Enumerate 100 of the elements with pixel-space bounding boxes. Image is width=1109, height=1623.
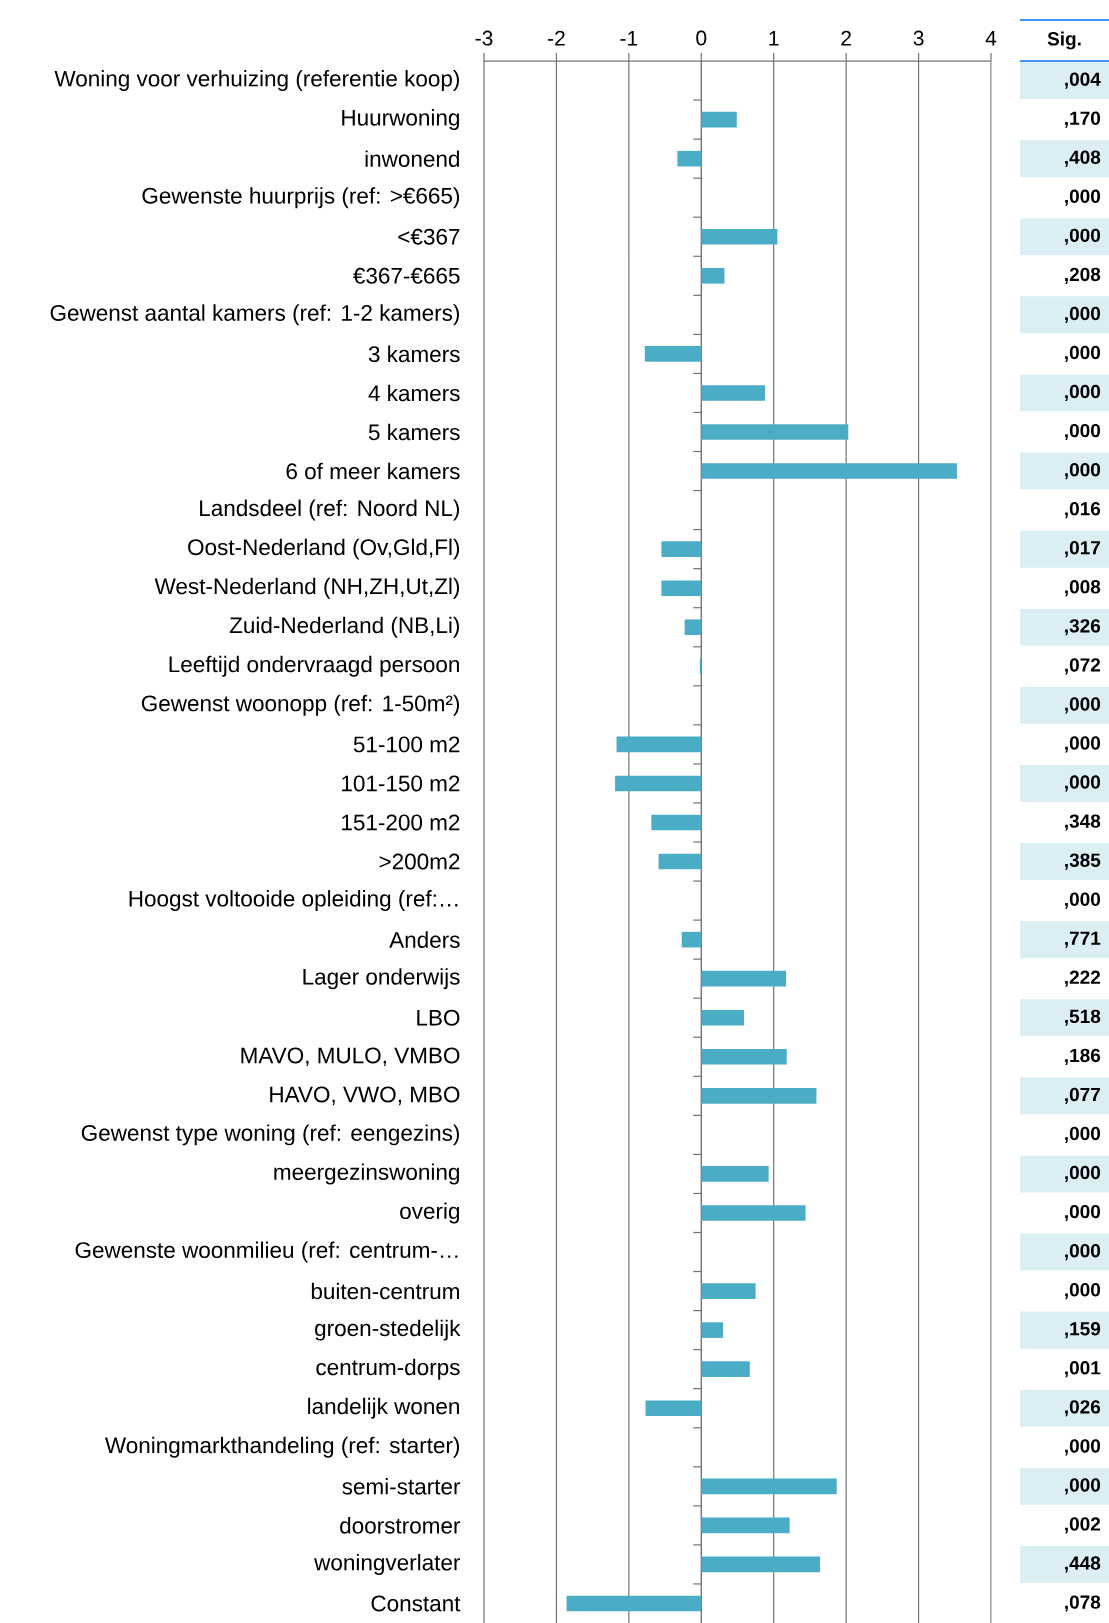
y-tick-label: 3 kamers — [368, 345, 460, 363]
y-tick-label: semi-starter — [342, 1478, 461, 1495]
y-tick-label: <€367 — [398, 228, 460, 245]
category-label: ,000 — [1065, 775, 1101, 792]
category-label: ,222 — [1065, 970, 1101, 987]
category-label: ,077 — [1065, 1087, 1100, 1104]
category-label: ,072 — [1065, 658, 1101, 675]
y-tick-label: 151-200 m2 — [342, 814, 460, 831]
category-label: ,000 — [1065, 345, 1101, 362]
bar — [658, 853, 702, 870]
bar — [701, 228, 778, 245]
bar — [701, 385, 766, 401]
bar — [661, 580, 702, 596]
bar — [701, 1088, 817, 1104]
y-tick-label: overig — [400, 1202, 460, 1224]
y-tick-label: doorstromer — [340, 1517, 461, 1534]
category-label: ,000 — [1065, 1204, 1101, 1222]
category-label: ,000 — [1065, 423, 1101, 441]
text: Sig. — [1047, 31, 1081, 50]
y-tick-label: 5 kamers — [368, 423, 460, 441]
y-tick-label: Oost-Nederland (Ov,Gld,Fl) — [188, 538, 460, 560]
x-tick-label: 1 — [769, 31, 779, 46]
y-tick-label: landelijk wonen — [308, 1397, 459, 1419]
y-tick-label: Gewenste huurprijs (ref: >€665) — [142, 187, 460, 209]
category-label: ,000 — [1065, 384, 1101, 402]
bar — [651, 814, 702, 831]
category-label: ,000 — [1065, 1243, 1101, 1261]
bar — [644, 346, 702, 362]
bar — [681, 931, 702, 948]
y-tick-label: woningverlater — [314, 1553, 461, 1575]
y-tick-label: LBO — [417, 1009, 460, 1026]
y-tick-label: Gewenst woonopp (ref: 1-50m²) — [141, 694, 460, 716]
category-label: ,004 — [1065, 72, 1101, 89]
y-tick-label: Gewenste woonmilieu (ref: centrum-… — [75, 1241, 458, 1263]
x-tick-label: 3 — [913, 30, 924, 46]
category-label: ,408 — [1065, 150, 1101, 167]
y-tick-label: Woningmarkthandeling (ref: starter) — [104, 1436, 460, 1458]
y-tick-label: inwonend — [365, 150, 459, 167]
bar — [684, 619, 702, 636]
category-label: ,348 — [1065, 814, 1101, 831]
y-tick-label: 4 kamers — [368, 384, 460, 402]
bar — [701, 1322, 724, 1338]
bar — [701, 1517, 790, 1534]
bar — [701, 1166, 769, 1182]
y-tick-label: Woning voor verhuizing (referentie koop) — [54, 70, 459, 92]
category-label: ,000 — [1065, 892, 1101, 909]
y-tick-label: 101-150 m2 — [342, 775, 460, 792]
y-tick-label: Zuid-Nederland (NB,Li) — [229, 616, 460, 638]
y-tick-label: MAVO, MULO, VMBO — [241, 1047, 460, 1067]
category-label: ,159 — [1065, 1322, 1101, 1339]
category-label: ,000 — [1065, 1126, 1101, 1143]
category-label: ,000 — [1065, 189, 1101, 206]
category-label: ,000 — [1065, 697, 1101, 714]
x-tick-label: 2 — [841, 30, 851, 46]
category-label: ,078 — [1065, 1595, 1101, 1612]
bar — [645, 1400, 702, 1417]
category-label: ,518 — [1065, 1009, 1101, 1026]
y-tick-label: West-Nederland (NH,ZH,Ut,Zl) — [154, 577, 460, 599]
category-label: ,170 — [1065, 111, 1101, 128]
bar — [701, 1361, 750, 1377]
bar — [701, 267, 725, 284]
category-label: ,000 — [1065, 1478, 1101, 1495]
y-tick-label: Landsdeel (ref: Noord NL) — [200, 499, 460, 521]
category-label: ,208 — [1065, 267, 1101, 284]
category-label: ,008 — [1065, 580, 1101, 597]
bar — [701, 424, 849, 440]
y-tick-label: meergezinswoning — [274, 1163, 459, 1185]
category-label: ,017 — [1065, 541, 1100, 558]
bar — [701, 1478, 837, 1495]
y-tick-label: Hoogst voltooide opleiding (ref:… — [129, 890, 458, 912]
category-label: ,385 — [1065, 853, 1101, 870]
y-tick-label: Leeftijd ondervraagd persoon — [169, 655, 459, 677]
y-tick-label: centrum-dorps — [316, 1358, 460, 1380]
category-label: ,326 — [1065, 619, 1101, 636]
y-tick-label: buiten-centrum — [311, 1282, 459, 1300]
y-tick-label: groen-stedelijk — [315, 1319, 461, 1341]
category-label: ,000 — [1065, 462, 1101, 480]
bar — [701, 111, 737, 128]
y-tick-label: Gewenst type woning (ref: eengezins) — [81, 1124, 459, 1146]
y-tick-label: 51-100 m2 — [353, 736, 460, 753]
x-tick-label: 4 — [985, 31, 997, 46]
bar — [701, 1283, 756, 1299]
bar — [701, 1205, 806, 1221]
category-label: ,001 — [1065, 1361, 1101, 1378]
category-label: ,000 — [1065, 228, 1101, 245]
x-tick-label: -1 — [620, 31, 638, 46]
category-label: ,000 — [1065, 1165, 1101, 1183]
y-tick-label: Anders — [389, 931, 460, 948]
bar — [566, 1595, 702, 1612]
category-label: ,000 — [1065, 306, 1101, 323]
category-label: ,000 — [1065, 1282, 1101, 1300]
bar — [615, 775, 702, 792]
y-tick-label: HAVO, VWO, MBO — [270, 1086, 460, 1106]
category-label: ,026 — [1065, 1400, 1101, 1417]
y-tick-label: €367-€665 — [353, 267, 460, 284]
x-tick-label: 0 — [696, 30, 707, 46]
y-tick-label: >200m2 — [379, 853, 460, 870]
y-tick-label: Lager onderwijs — [303, 968, 460, 990]
category-label: ,016 — [1065, 501, 1101, 519]
category-label: ,771 — [1065, 931, 1101, 948]
